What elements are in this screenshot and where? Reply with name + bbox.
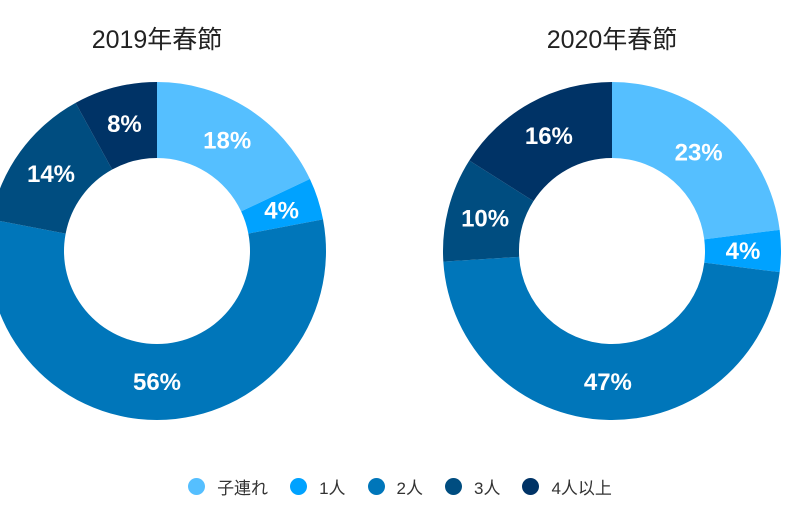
data-label: 10% — [461, 205, 509, 232]
donut-slice-4 — [469, 82, 612, 202]
legend-dot-icon — [445, 478, 462, 495]
legend-dot-icon — [367, 478, 385, 495]
legend-dot-icon — [188, 478, 206, 495]
data-label: 47% — [584, 369, 632, 396]
donut-slice-2 — [443, 256, 780, 420]
chart-title: 2020年春節 — [547, 26, 678, 54]
legend-dot-icon — [522, 478, 540, 495]
data-label: 4% — [726, 238, 761, 265]
donut-slice-1 — [704, 229, 781, 273]
donut-slice-4 — [75, 82, 157, 170]
legend-dot-icon — [290, 478, 308, 495]
legend-item: 4人以上 — [522, 474, 612, 499]
data-label: 16% — [525, 123, 573, 150]
data-label: 23% — [675, 140, 723, 167]
data-label: 8% — [107, 111, 142, 138]
legend-item: 3人 — [445, 474, 500, 499]
legend: 子連れ 1人 2人 3人 4人以上 — [0, 474, 800, 499]
legend-label: 2人 — [396, 479, 423, 498]
donut-slice-3 — [443, 160, 534, 262]
legend-item: 子連れ — [188, 474, 268, 499]
data-label: 4% — [264, 198, 299, 225]
donut-slice-2 — [0, 219, 326, 420]
donut-slice-3 — [0, 102, 113, 234]
legend-item: 2人 — [367, 474, 423, 499]
legend-label: 3人 — [474, 479, 501, 498]
legend-item: 1人 — [290, 474, 346, 499]
data-label: 56% — [133, 369, 181, 396]
data-label: 18% — [203, 127, 251, 154]
legend-label: 1人 — [319, 479, 346, 498]
donut-slice-0 — [612, 82, 780, 240]
data-label: 14% — [27, 161, 75, 188]
donut-slice-1 — [241, 179, 324, 234]
legend-label: 子連れ — [217, 479, 269, 498]
legend-label: 4人以上 — [551, 479, 612, 498]
chart-title: 2019年春節 — [92, 26, 223, 54]
donut-slice-0 — [157, 82, 310, 212]
